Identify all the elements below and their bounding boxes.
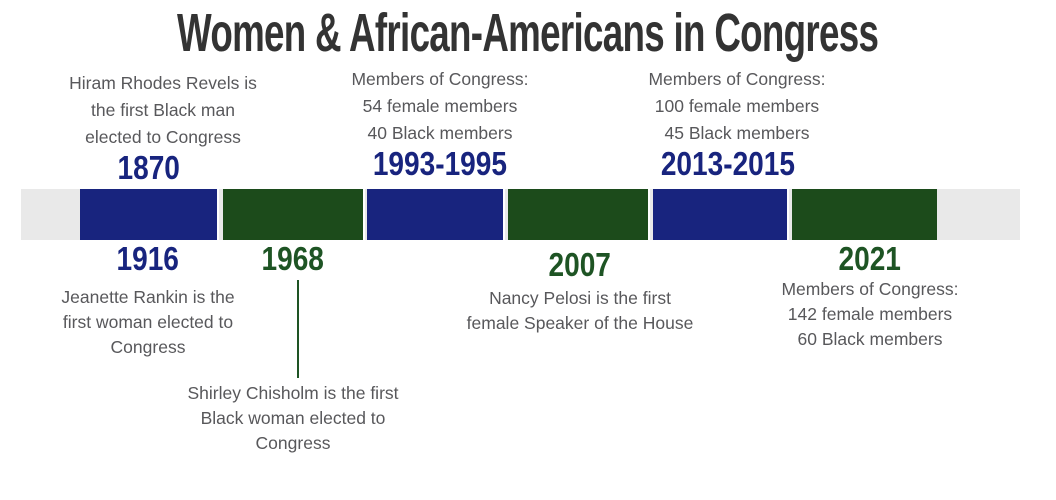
caption-line: Shirley Chisholm is the first — [187, 383, 399, 403]
event-date-text: 1993-1995 — [372, 145, 508, 182]
caption-line: Jeanette Rankin is the — [61, 287, 235, 307]
timeline-segment-green-3 — [792, 189, 937, 240]
caption-line: female Speaker of the House — [466, 313, 694, 333]
event-1993-1995-caption: Members of Congress: 54 female members 4… — [310, 66, 570, 147]
event-1916-date: 1916 — [28, 242, 268, 276]
timeline-segment-blue-2 — [367, 189, 503, 240]
timeline-segment-blue-3 — [653, 189, 787, 240]
caption-line: Congress — [110, 337, 186, 357]
caption-line: 40 Black members — [367, 123, 513, 143]
event-2007-date: 2007 — [440, 248, 720, 282]
caption-line: 45 Black members — [664, 123, 810, 143]
event-1968: 1968 — [233, 242, 353, 276]
event-1968-date: 1968 — [233, 242, 353, 276]
caption-line: elected to Congress — [85, 127, 241, 147]
event-date-text: 1916 — [116, 240, 180, 277]
event-date-text: 1968 — [261, 240, 325, 277]
event-2013-2015-caption: Members of Congress: 100 female members … — [607, 66, 867, 147]
caption-line: Hiram Rhodes Revels is — [69, 73, 257, 93]
timeline-segment-blue-1 — [80, 189, 217, 240]
event-date-text: 2013-2015 — [660, 145, 796, 182]
timeline-segment-green-1 — [223, 189, 363, 240]
caption-line: the first Black man — [91, 100, 235, 120]
caption-line: 100 female members — [654, 96, 820, 116]
event-date-text: 1870 — [117, 149, 181, 186]
connector-line-1968 — [297, 280, 299, 378]
event-2007-caption: Nancy Pelosi is the first female Speaker… — [440, 286, 720, 336]
caption-line: Black woman elected to — [200, 408, 386, 428]
caption-line: 54 female members — [362, 96, 518, 116]
timeline-segment-green-2 — [508, 189, 648, 240]
event-date-text: 2007 — [548, 246, 612, 283]
caption-line: 142 female members — [787, 304, 953, 324]
caption-line: 60 Black members — [797, 329, 943, 349]
event-2013-2015-date: 2013-2015 — [598, 147, 858, 181]
event-date-text: 2021 — [838, 240, 902, 277]
event-1993-1995: Members of Congress: 54 female members 4… — [310, 66, 570, 181]
event-2013-2015: Members of Congress: 100 female members … — [607, 66, 867, 181]
event-2007: 2007 Nancy Pelosi is the first female Sp… — [440, 248, 720, 336]
caption-line: Members of Congress: — [351, 69, 529, 89]
event-1916: 1916 Jeanette Rankin is the first woman … — [28, 242, 268, 360]
event-1870-caption: Hiram Rhodes Revels is the first Black m… — [33, 70, 293, 151]
caption-line: Members of Congress: — [781, 279, 959, 299]
event-1916-caption: Jeanette Rankin is the first woman elect… — [28, 285, 268, 360]
event-2021-date: 2021 — [750, 242, 990, 276]
caption-line: Congress — [255, 433, 331, 453]
event-2021-caption: Members of Congress: 142 female members … — [750, 277, 990, 352]
event-1870-date: 1870 — [19, 151, 279, 185]
page-title-text: Women & African-Americans in Congress — [177, 3, 879, 63]
page-title: Women & African-Americans in Congress — [0, 2, 1056, 64]
caption-line: Nancy Pelosi is the first — [489, 288, 671, 308]
event-2021: 2021 Members of Congress: 142 female mem… — [750, 242, 990, 352]
event-1968-caption: Shirley Chisholm is the first Black woma… — [158, 381, 428, 456]
event-1968-caption-block: Shirley Chisholm is the first Black woma… — [158, 381, 428, 456]
event-1993-1995-date: 1993-1995 — [310, 147, 570, 181]
event-1870: Hiram Rhodes Revels is the first Black m… — [33, 70, 293, 185]
caption-line: Members of Congress: — [648, 69, 826, 89]
caption-line: first woman elected to — [62, 312, 234, 332]
